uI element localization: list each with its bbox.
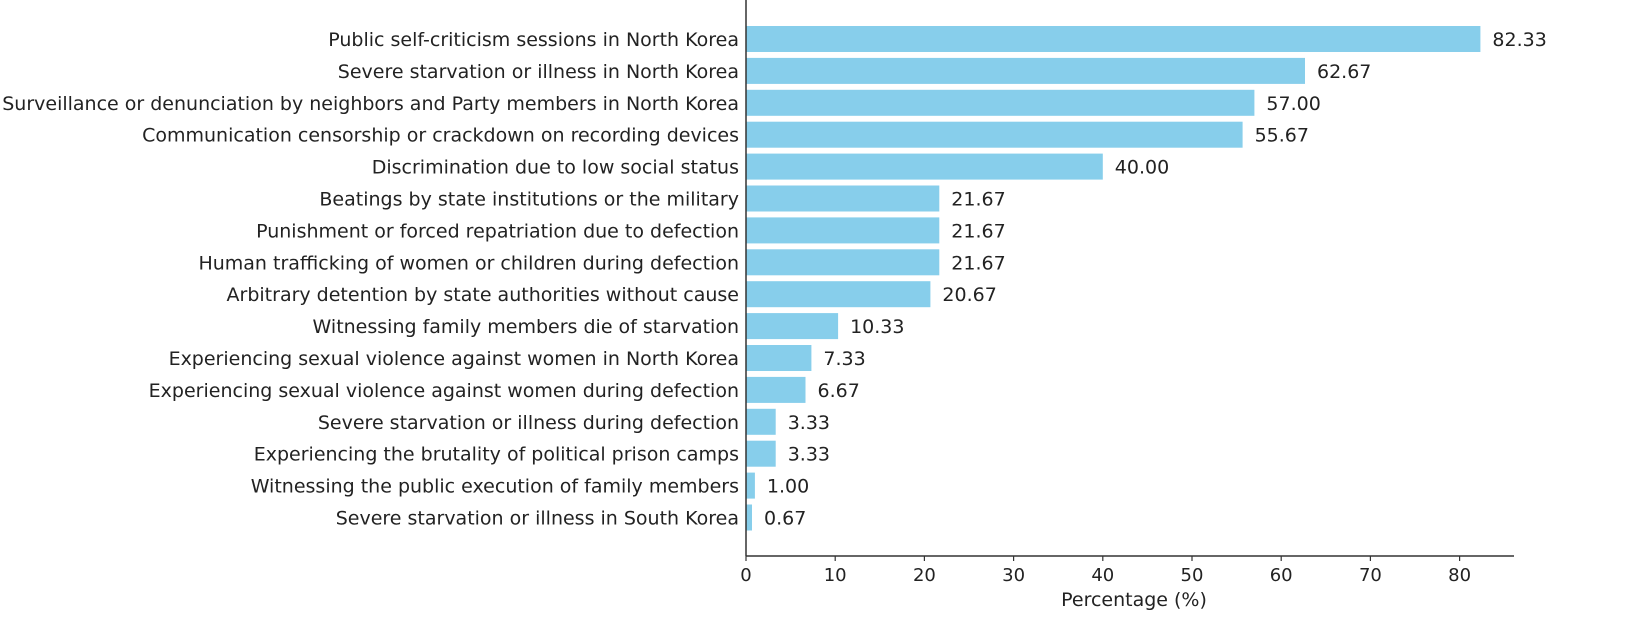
x-axis-title: Percentage (%) bbox=[1061, 589, 1207, 611]
bar bbox=[746, 345, 812, 371]
category-label: Severe starvation or illness during defe… bbox=[318, 412, 739, 434]
category-label: Witnessing the public execution of famil… bbox=[251, 476, 739, 498]
value-label: 20.67 bbox=[942, 284, 996, 306]
value-label: 62.67 bbox=[1317, 61, 1371, 83]
value-label: 55.67 bbox=[1255, 125, 1309, 147]
bar bbox=[746, 217, 940, 244]
value-label: 57.00 bbox=[1266, 93, 1320, 115]
value-label: 1.00 bbox=[767, 476, 809, 498]
category-labels-layer: Public self-criticism sessions in North … bbox=[2, 29, 739, 530]
bar bbox=[746, 376, 806, 403]
bar bbox=[746, 89, 1255, 116]
bar bbox=[746, 26, 1481, 52]
value-label: 7.33 bbox=[823, 348, 865, 370]
bar bbox=[746, 185, 940, 212]
bar bbox=[746, 153, 1103, 180]
category-label: Experiencing sexual violence against wom… bbox=[169, 348, 739, 370]
x-tick-label: 30 bbox=[1002, 565, 1025, 586]
category-label: Beatings by state institutions or the mi… bbox=[319, 189, 739, 211]
value-labels-layer: 82.33 62.67 57.00 55.67 40.00 21.67 21.67 21.67… bbox=[764, 29, 1547, 530]
bar bbox=[746, 121, 1243, 148]
category-label: Experiencing the brutality of political … bbox=[254, 444, 739, 466]
bar bbox=[746, 313, 839, 340]
x-tick-label: 80 bbox=[1448, 565, 1471, 586]
bars-layer bbox=[746, 26, 1481, 531]
category-label: Punishment or forced repatriation due to… bbox=[256, 220, 739, 242]
bar bbox=[746, 249, 940, 276]
bar bbox=[746, 504, 752, 531]
category-label: Discrimination due to low social status bbox=[372, 157, 739, 179]
category-label: Arbitrary detention by state authorities… bbox=[227, 284, 739, 306]
axes-layer: 0 10 20 30 40 50 60 70 80 bbox=[740, 0, 1514, 586]
category-label: Surveillance or denunciation by neighbor… bbox=[2, 93, 739, 115]
category-label: Human trafficking of women or children d… bbox=[198, 252, 739, 274]
value-label: 10.33 bbox=[850, 316, 904, 338]
value-label: 82.33 bbox=[1492, 29, 1546, 51]
x-tick-label: 0 bbox=[740, 565, 751, 586]
category-label: Communication censorship or crackdown on… bbox=[142, 125, 739, 147]
bar bbox=[746, 440, 776, 467]
value-label: 21.67 bbox=[951, 252, 1005, 274]
x-tick-label: 50 bbox=[1181, 565, 1204, 586]
bar bbox=[746, 57, 1305, 84]
category-label: Witnessing family members die of starvat… bbox=[313, 316, 739, 338]
category-label: Experiencing sexual violence against wom… bbox=[149, 380, 739, 402]
category-label: Severe starvation or illness in North Ko… bbox=[338, 61, 739, 83]
value-label: 21.67 bbox=[951, 220, 1005, 242]
x-tick-label: 20 bbox=[913, 565, 936, 586]
value-label: 0.67 bbox=[764, 508, 806, 530]
bar bbox=[746, 408, 776, 435]
bar bbox=[746, 472, 755, 499]
value-label: 6.67 bbox=[818, 380, 860, 402]
x-tick-label: 10 bbox=[824, 565, 847, 586]
x-tick-label: 40 bbox=[1091, 565, 1114, 586]
category-label: Public self-criticism sessions in North … bbox=[328, 29, 739, 51]
value-label: 3.33 bbox=[788, 444, 830, 466]
category-label: Severe starvation or illness in South Ko… bbox=[336, 508, 739, 530]
bar bbox=[746, 281, 931, 308]
value-label: 21.67 bbox=[951, 189, 1005, 211]
x-tick-label: 70 bbox=[1359, 565, 1382, 586]
value-label: 40.00 bbox=[1115, 157, 1169, 179]
x-tick-label: 60 bbox=[1270, 565, 1293, 586]
value-label: 3.33 bbox=[788, 412, 830, 434]
